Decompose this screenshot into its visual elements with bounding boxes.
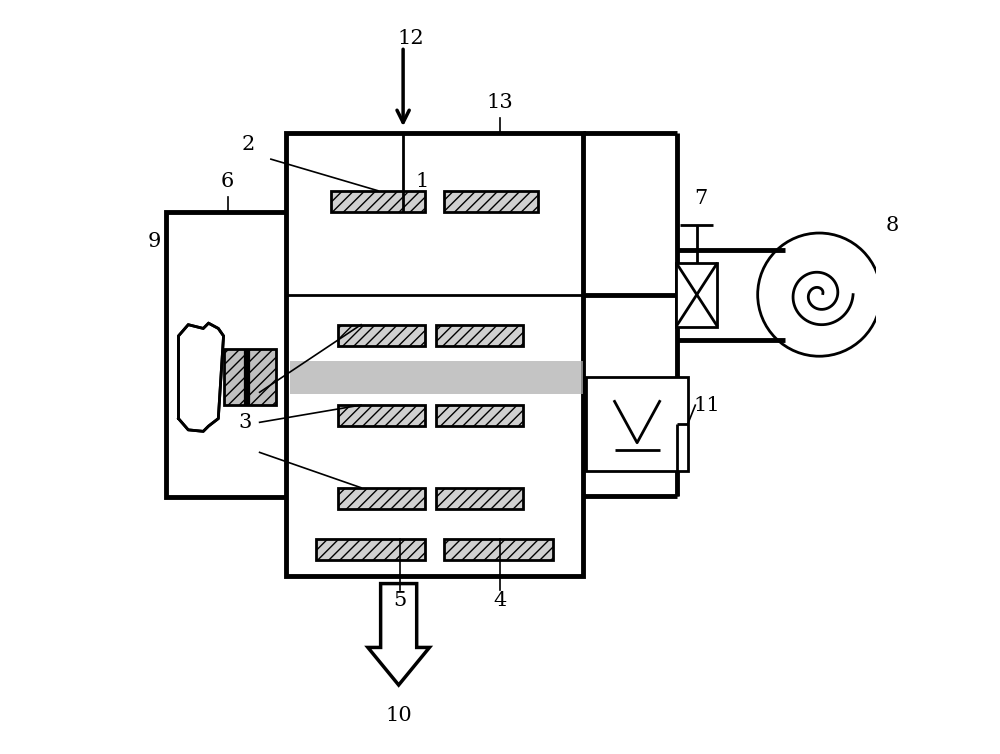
Bar <box>676 262 717 326</box>
Bar <box>436 325 523 346</box>
Text: 12: 12 <box>397 29 424 48</box>
Text: 1: 1 <box>415 172 429 192</box>
Text: 10: 10 <box>385 706 412 725</box>
Bar <box>586 377 688 471</box>
Bar <box>338 405 425 426</box>
Text: 5: 5 <box>394 591 407 611</box>
Bar <box>316 538 425 559</box>
Text: 4: 4 <box>493 591 506 611</box>
Bar <box>331 191 425 212</box>
Bar <box>166 212 290 497</box>
Bar <box>290 360 583 394</box>
FancyArrow shape <box>368 584 429 685</box>
Polygon shape <box>178 323 224 431</box>
Text: 11: 11 <box>693 396 720 415</box>
Bar <box>436 488 523 509</box>
Text: 6: 6 <box>221 172 234 192</box>
Text: 7: 7 <box>694 189 707 208</box>
Bar <box>444 191 538 212</box>
Bar <box>224 349 276 406</box>
Text: 8: 8 <box>886 216 899 235</box>
Bar <box>436 405 523 426</box>
Bar <box>286 133 583 576</box>
Text: 3: 3 <box>238 413 251 432</box>
Bar <box>338 325 425 346</box>
Bar <box>444 538 553 559</box>
Bar <box>338 488 425 509</box>
Text: 2: 2 <box>242 135 255 154</box>
Text: 9: 9 <box>148 232 161 251</box>
Text: 13: 13 <box>486 93 513 112</box>
